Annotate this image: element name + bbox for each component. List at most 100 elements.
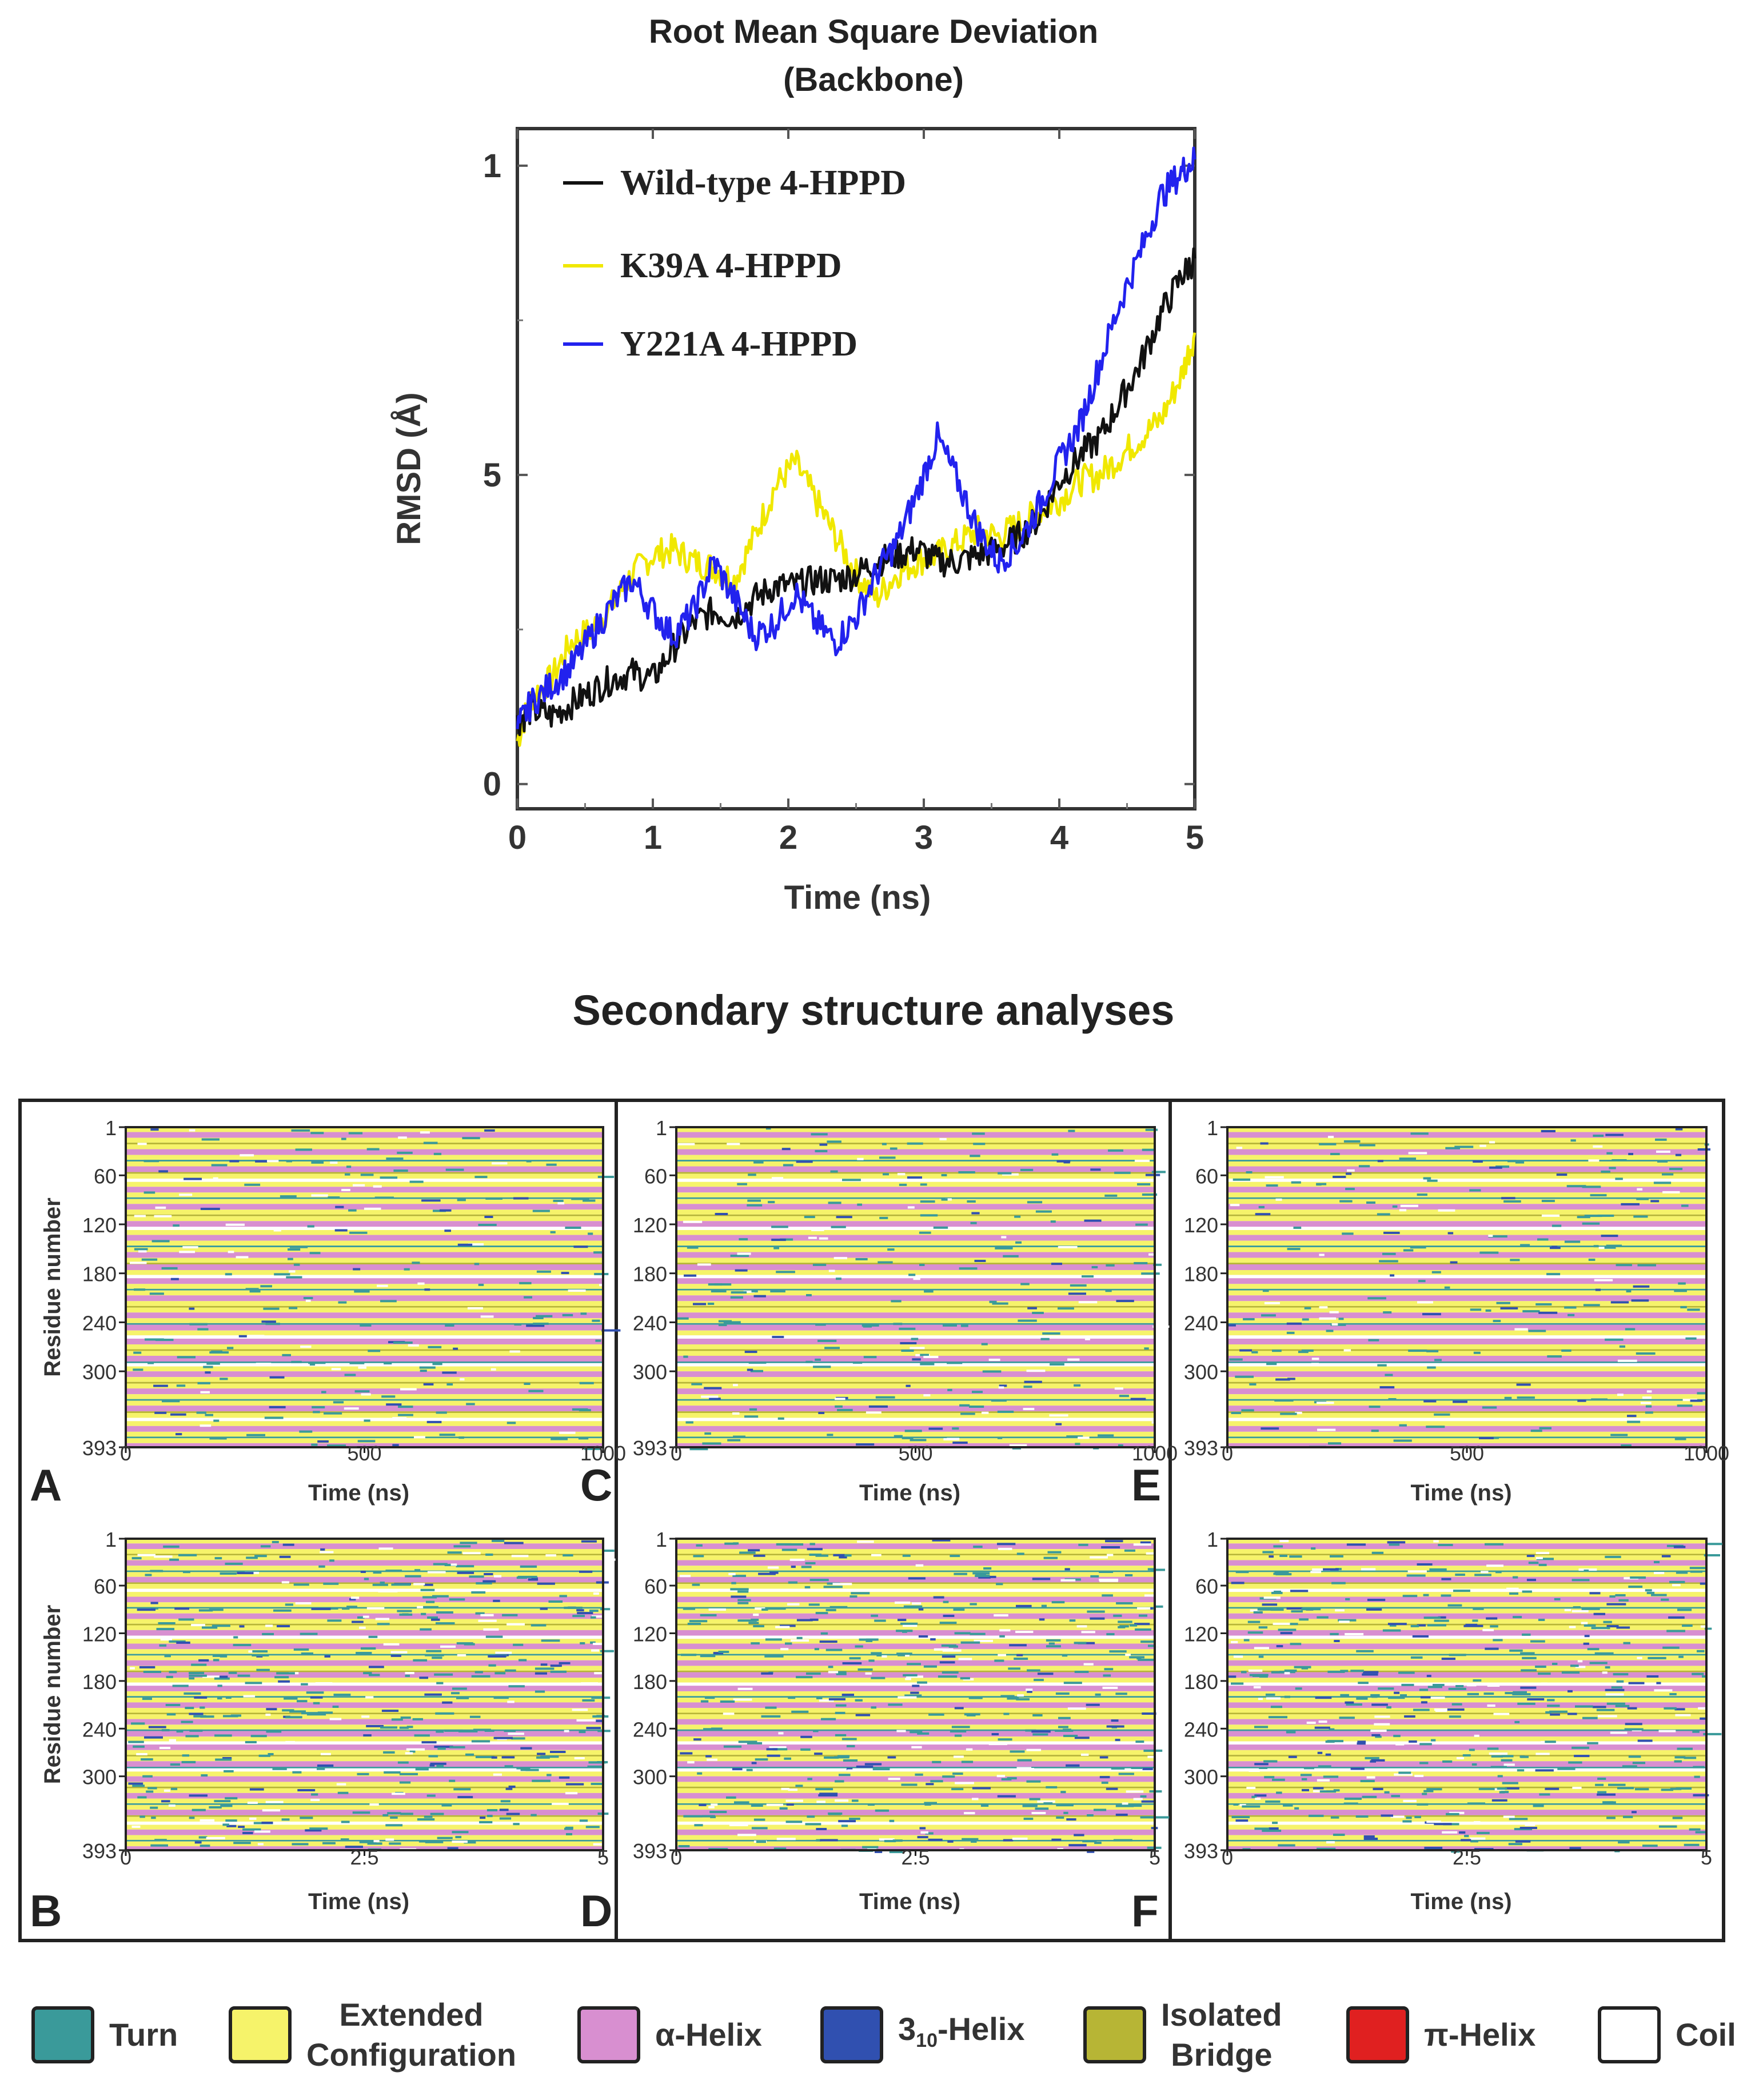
ss-speck bbox=[1447, 1232, 1454, 1235]
ss-speck bbox=[1645, 1405, 1652, 1408]
ss-speck bbox=[225, 1696, 232, 1699]
ss-speck bbox=[310, 1696, 323, 1699]
ss-speck bbox=[1424, 1847, 1443, 1849]
ss-speck bbox=[471, 1740, 490, 1743]
ss-band-H bbox=[676, 1278, 1155, 1284]
ss-speck bbox=[1130, 1398, 1146, 1400]
ss-band-E bbox=[126, 1247, 603, 1252]
ss-speck bbox=[1423, 1616, 1441, 1619]
ss-speck bbox=[1487, 1684, 1500, 1687]
ss-band-E bbox=[126, 1804, 603, 1810]
ss-speck bbox=[458, 1730, 478, 1732]
legend-swatch-turn bbox=[31, 2006, 94, 2063]
ss-speck bbox=[805, 1823, 821, 1826]
ss-speck bbox=[1283, 1804, 1293, 1807]
ss-speck bbox=[676, 1317, 689, 1320]
ss-band-H bbox=[1227, 1761, 1706, 1767]
ss-speck bbox=[737, 1687, 753, 1690]
ss-speck bbox=[1070, 1284, 1087, 1287]
ss-speck bbox=[969, 1406, 984, 1408]
ss-speck bbox=[136, 1753, 147, 1755]
ss-speck bbox=[1418, 1280, 1426, 1283]
ss-band-H bbox=[676, 1776, 1155, 1782]
ss-speck bbox=[723, 1321, 741, 1324]
ss-speck bbox=[835, 1711, 845, 1714]
ss-speck bbox=[1546, 1273, 1561, 1276]
ss-speck bbox=[1517, 1769, 1525, 1772]
ss-speck bbox=[419, 1676, 428, 1679]
ss-band-C bbox=[126, 1741, 603, 1745]
ss-speck bbox=[590, 1641, 596, 1644]
ss-band-H bbox=[676, 1371, 1155, 1378]
ss-speck bbox=[871, 1676, 886, 1679]
ss-speck bbox=[970, 1221, 977, 1224]
ss-y-axis-label: Residue number bbox=[40, 1605, 65, 1784]
ss-speck bbox=[293, 1263, 300, 1266]
ss-band-E bbox=[676, 1192, 1155, 1197]
ss-speck bbox=[1584, 1624, 1596, 1627]
ss-speck bbox=[1606, 1816, 1616, 1819]
ss-speck bbox=[1387, 1623, 1407, 1626]
ss-speck bbox=[1628, 1153, 1633, 1155]
ss-speck bbox=[198, 1609, 213, 1612]
ss-speck bbox=[1654, 1561, 1660, 1563]
ss-speck bbox=[776, 1271, 795, 1273]
ss-speck bbox=[857, 1668, 873, 1671]
ss-band-E bbox=[1227, 1639, 1706, 1644]
ss-speck bbox=[758, 1572, 776, 1575]
ss-band-H bbox=[126, 1776, 603, 1782]
ss-speck bbox=[694, 1824, 703, 1827]
ss-speck bbox=[433, 1152, 442, 1155]
ss-speck bbox=[1535, 1769, 1554, 1772]
ss-speck bbox=[583, 1199, 596, 1202]
ss-speck bbox=[796, 1619, 813, 1622]
ss-speck bbox=[526, 1324, 545, 1327]
ss-speck bbox=[427, 1616, 438, 1619]
ss-speck bbox=[1369, 1406, 1381, 1408]
ss-speck bbox=[557, 1202, 565, 1205]
ss-speck bbox=[1310, 1571, 1322, 1574]
ss-band-T bbox=[1227, 1362, 1706, 1363]
ss-speck bbox=[593, 1592, 599, 1595]
ss-band-T bbox=[676, 1654, 1155, 1656]
ss-speck bbox=[349, 1598, 356, 1601]
ss-speck bbox=[1115, 1739, 1120, 1742]
ss-speck bbox=[1453, 1590, 1470, 1592]
ss-ytick-label: 120 bbox=[633, 1213, 667, 1237]
ss-speck bbox=[293, 1583, 309, 1586]
ss-speck bbox=[382, 1814, 389, 1816]
ss-speck bbox=[386, 1403, 402, 1406]
ss-speck bbox=[460, 1378, 465, 1381]
ss-speck bbox=[1499, 1791, 1505, 1794]
ss-xtick-label: 1000 bbox=[1684, 1442, 1729, 1465]
ss-speck bbox=[825, 1608, 836, 1611]
ss-speck bbox=[1301, 1778, 1307, 1780]
ss-speck bbox=[1082, 1275, 1094, 1278]
ss-speck bbox=[1414, 1815, 1421, 1818]
legend-label-extended-line1: Extended bbox=[339, 1997, 484, 2033]
ss-speck bbox=[169, 1558, 179, 1561]
ss-xtick-label: 0 bbox=[120, 1846, 131, 1869]
ss-speck bbox=[364, 1419, 370, 1422]
ss-speck bbox=[970, 1603, 977, 1606]
ss-speck bbox=[189, 1712, 204, 1715]
ss-speck bbox=[348, 1132, 363, 1135]
ss-xtick-label: 0 bbox=[671, 1442, 682, 1465]
ss-speck bbox=[473, 1728, 491, 1731]
ss-speck bbox=[1423, 1790, 1434, 1792]
ss-speck bbox=[1676, 1787, 1692, 1790]
ss-speck bbox=[437, 1747, 446, 1750]
ss-speck bbox=[1627, 1415, 1637, 1418]
ss-speck bbox=[992, 1302, 1008, 1305]
ss-speck bbox=[1615, 1704, 1630, 1707]
ss-speck bbox=[1227, 1675, 1237, 1678]
ss-speck bbox=[446, 1383, 453, 1386]
ss-band-B bbox=[676, 1305, 1155, 1308]
ss-speck bbox=[393, 1342, 413, 1344]
ss-band-H bbox=[126, 1264, 603, 1270]
ss-speck bbox=[1474, 1821, 1481, 1824]
ss-speck bbox=[366, 1148, 380, 1151]
ss-speck bbox=[130, 1667, 135, 1670]
ss-band-H bbox=[126, 1204, 603, 1210]
ss-speck bbox=[1090, 1556, 1108, 1559]
